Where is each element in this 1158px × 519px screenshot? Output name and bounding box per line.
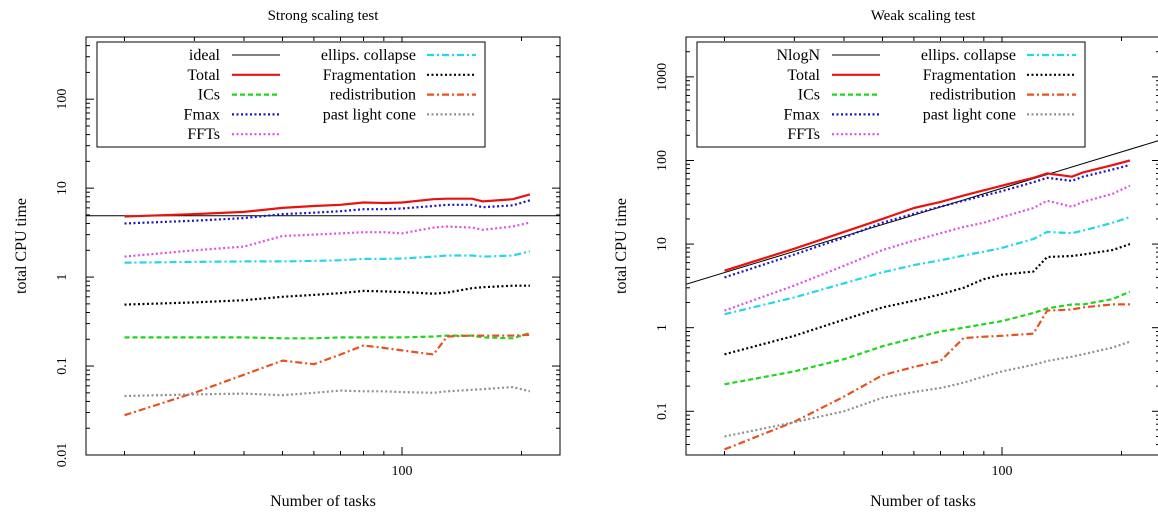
legend: ideal Total ICs Fmax FFTs ellips. collapse Fra… xyxy=(96,41,486,148)
legend-label: past light cone xyxy=(923,106,1016,123)
chart-title: Weak scaling test xyxy=(871,8,976,24)
legend-label: redistribution xyxy=(330,87,416,104)
legend-label: past light cone xyxy=(323,106,416,123)
legend-label: ICs xyxy=(198,87,220,104)
series-line-redistribution xyxy=(124,333,530,417)
y-tick-label: 0.01 xyxy=(55,443,70,468)
legend-label: Total xyxy=(187,67,220,84)
x-tick-label: 100 xyxy=(992,464,1013,479)
chart-title: Strong scaling test xyxy=(268,8,380,24)
series-line-redistribution xyxy=(724,303,1130,451)
series-group xyxy=(86,193,560,417)
series-line-ellips-collapse xyxy=(124,250,531,264)
legend-label: FFTs xyxy=(787,126,820,143)
y-tick-label: 0.1 xyxy=(55,357,70,375)
x-axis-label: Number of tasks xyxy=(270,493,376,510)
legend: NlogN Total ICs Fmax FFTs ellips. collapse Fra… xyxy=(696,41,1086,148)
series-line-fmax xyxy=(724,164,1131,279)
series-line-ics xyxy=(124,331,531,340)
y-tick-label: 10 xyxy=(655,237,670,251)
series-line-nlogn xyxy=(686,140,1158,285)
legend-label: Fmax xyxy=(184,106,220,123)
series-line-total xyxy=(124,193,531,218)
series-line-ffts xyxy=(124,221,531,258)
y-tick-label: 100 xyxy=(55,89,70,110)
chart-panel-2: Weak scaling test Number of tasks total CP… xyxy=(613,8,1158,510)
legend-label: Total xyxy=(787,67,820,84)
legend-box xyxy=(696,41,1086,148)
series-line-ellips-collapse xyxy=(724,216,1131,316)
y-tick-label: 1 xyxy=(655,324,670,331)
legend-label: NlogN xyxy=(776,47,820,64)
legend-label: Fragmentation xyxy=(323,67,416,84)
legend-label: Fragmentation xyxy=(923,67,1016,84)
y-tick-label: 100 xyxy=(655,150,670,171)
legend-label: Fmax xyxy=(784,106,820,123)
series-line-past-light-cone xyxy=(724,340,1131,438)
series-line-ffts xyxy=(724,184,1131,312)
legend-label: ellips. collapse xyxy=(921,47,1016,64)
y-axis-label: total CPU time xyxy=(13,198,30,294)
y-tick-label: 10 xyxy=(55,181,70,195)
x-axis-label: Number of tasks xyxy=(870,493,976,510)
y-axis-label: total CPU time xyxy=(613,198,630,294)
series-line-fragmentation xyxy=(724,243,1131,356)
legend-label: ellips. collapse xyxy=(321,47,416,64)
series-group xyxy=(686,140,1158,451)
chart-panel-1: Strong scaling test Number of tasks total … xyxy=(13,8,561,510)
y-tick-label: 1000 xyxy=(655,63,670,91)
legend-label: ICs xyxy=(798,87,820,104)
legend-label: FFTs xyxy=(187,126,220,143)
legend-label: redistribution xyxy=(930,87,1016,104)
legend-box xyxy=(96,41,486,148)
y-tick-label: 1 xyxy=(55,274,70,281)
series-line-past-light-cone xyxy=(124,386,531,398)
series-line-ics xyxy=(724,290,1131,386)
plot-frame xyxy=(85,36,561,456)
series-line-fragmentation xyxy=(124,284,530,306)
series-line-fmax xyxy=(124,199,531,225)
x-tick-label: 100 xyxy=(392,464,413,479)
plot-frame xyxy=(685,36,1158,456)
y-tick-label: 0.1 xyxy=(655,403,670,421)
series-line-total xyxy=(724,159,1131,272)
legend-label: ideal xyxy=(189,47,221,64)
